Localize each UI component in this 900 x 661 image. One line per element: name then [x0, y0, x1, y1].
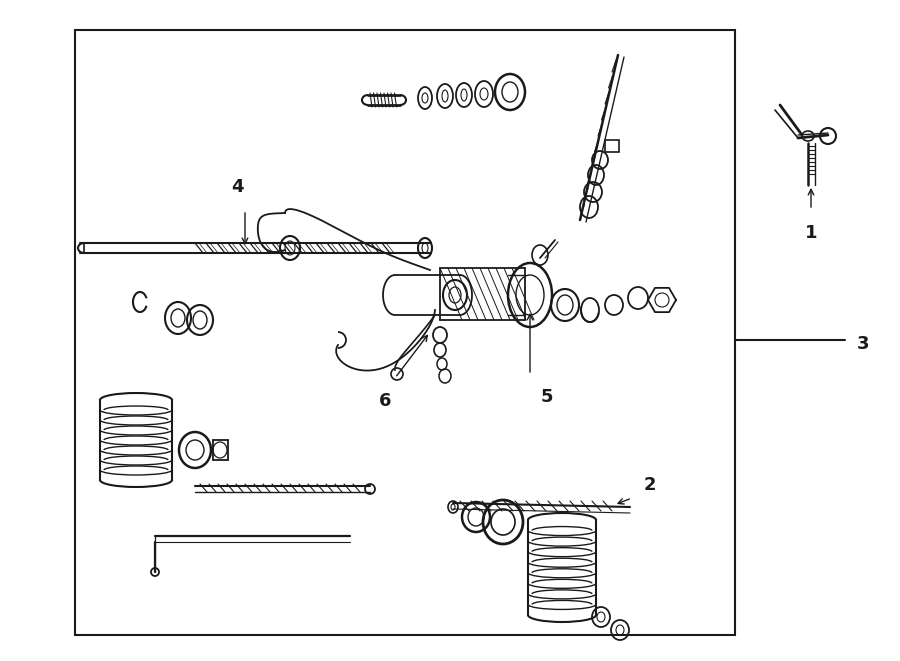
Text: 1: 1: [805, 224, 817, 242]
Text: 6: 6: [379, 392, 392, 410]
Text: 5: 5: [541, 388, 554, 406]
Text: 2: 2: [644, 476, 656, 494]
Text: 3: 3: [857, 335, 869, 353]
Bar: [605, 140, 619, 152]
Text: 4: 4: [230, 178, 243, 196]
Bar: [75, 30, 735, 635]
